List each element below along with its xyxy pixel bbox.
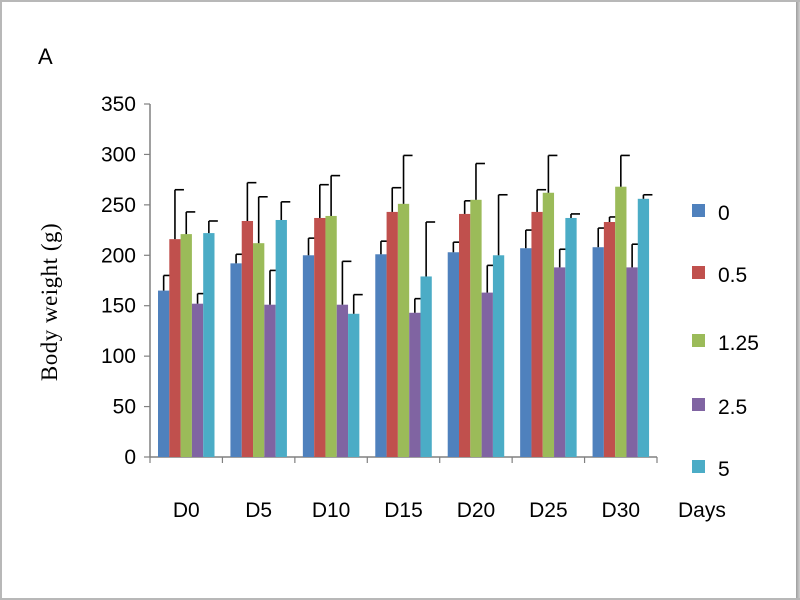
bar <box>302 255 315 457</box>
bar <box>542 192 555 458</box>
legend: 0 0.5 1.25 2.5 5 <box>692 202 759 481</box>
x-axis-label: Days <box>678 499 726 522</box>
bar <box>397 203 410 457</box>
legend-swatch <box>692 334 705 347</box>
bar <box>264 304 276 457</box>
panel-label: A <box>38 44 53 69</box>
y-tick-label: 250 <box>101 194 136 217</box>
bar <box>158 290 170 457</box>
bar <box>492 255 505 457</box>
bar <box>459 213 471 457</box>
plot-area: 0 50 100 150 200 250 300 350 D0 D5 D10 D15 D20 D25 D30 <box>101 93 658 522</box>
x-tick-label: D30 <box>602 499 641 522</box>
y-tick-label: 200 <box>101 244 136 267</box>
bar <box>531 211 543 457</box>
x-tick-label: D20 <box>457 499 496 522</box>
x-tick-label: D5 <box>245 499 272 522</box>
bar <box>637 198 650 457</box>
x-tick-label: D25 <box>529 499 568 522</box>
bar <box>554 267 566 457</box>
legend-label: 0 <box>718 202 730 225</box>
bar <box>565 217 577 457</box>
bar <box>169 239 181 457</box>
bar <box>592 247 604 457</box>
x-tick-label: D10 <box>312 499 351 522</box>
y-tick-label: 300 <box>101 143 136 166</box>
bar <box>375 254 387 457</box>
bar <box>470 199 482 458</box>
y-tick-label: 100 <box>101 345 136 368</box>
bar <box>203 233 215 457</box>
bar <box>348 313 360 457</box>
bar <box>626 267 638 457</box>
bar <box>253 243 265 457</box>
bar <box>603 222 616 457</box>
legend-swatch <box>692 398 705 411</box>
bar <box>314 217 326 457</box>
bar <box>275 219 287 457</box>
y-tick-label: 50 <box>113 396 136 419</box>
y-tick-label: 350 <box>101 93 136 116</box>
bar <box>180 234 192 457</box>
x-tick-label: D0 <box>173 499 200 522</box>
legend-label: 0.5 <box>718 264 747 287</box>
bar <box>241 220 254 457</box>
bar <box>520 248 532 457</box>
bar <box>325 215 337 457</box>
legend-swatch <box>692 460 705 473</box>
legend-label: 5 <box>718 458 730 481</box>
y-axis-label: Body weight (g) <box>37 223 62 381</box>
legend-swatch <box>692 266 705 279</box>
bar <box>230 263 242 457</box>
bar <box>481 292 493 457</box>
legend-label: 1.25 <box>718 332 759 355</box>
bar <box>420 276 432 457</box>
bar <box>336 304 349 457</box>
legend-swatch <box>692 204 705 217</box>
bar <box>191 303 204 457</box>
bar <box>386 211 398 457</box>
bar <box>409 312 421 457</box>
y-tick-label: 150 <box>101 295 136 318</box>
legend-label: 2.5 <box>718 396 747 419</box>
y-tick-label: 0 <box>124 446 136 469</box>
bar <box>615 186 627 457</box>
x-tick-label: D15 <box>384 499 423 522</box>
bar <box>447 252 460 457</box>
